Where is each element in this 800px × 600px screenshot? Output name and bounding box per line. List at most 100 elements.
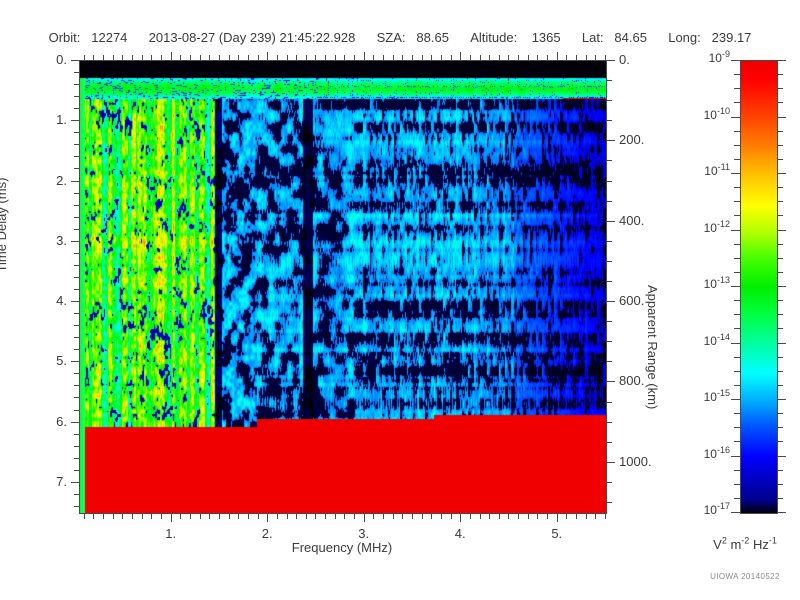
x-minor-tick [315,514,316,519]
y-left-minor-tick [74,470,79,471]
x-top-minor-tick [325,55,326,60]
x-top-minor-tick [258,55,259,60]
y-right-tick-label: 200. [619,132,645,148]
colorbar-minor-tick-left [734,88,740,89]
colorbar-major-tick-left [731,456,740,457]
y-right-minor-tick [607,442,612,443]
figure-header: Orbit: 12274 2013-08-27 (Day 239) 21:45:… [0,30,800,45]
sza-key: SZA: [376,30,406,45]
y-left-minor-tick [74,84,79,85]
y-right-minor-tick [607,120,612,121]
colorbar-minor-tick-right [777,484,783,485]
colorbar-unit-label: V2 m-2 Hz-1 [690,536,800,552]
x-minor-tick [142,514,143,519]
observation-datetime: 2013-08-27 (Day 239) 21:45:22.928 [148,30,356,45]
long-value: 239.17 [711,30,752,45]
colorbar-exponent: -13 [716,275,730,285]
x-minor-tick [113,514,114,519]
colorbar-minor-tick-right [777,258,783,259]
y-right-minor-tick [607,261,612,262]
x-tick-label: 1. [165,526,177,541]
x-minor-tick [402,514,403,519]
colorbar-major-tick-right [777,343,786,344]
colorbar-minor-tick-right [777,328,783,329]
y-right-tick-label: 600. [619,293,645,309]
x-minor-tick [441,514,442,519]
y-right-minor-tick [607,422,612,423]
y-left-tick-label: 3. [56,232,67,248]
x-minor-tick [132,514,133,519]
x-top-minor-tick [470,55,471,60]
x-major-tick [460,514,461,522]
x-top-minor-tick [122,55,123,60]
x-minor-tick [537,514,538,519]
colorbar-minor-tick-right [777,314,783,315]
y-left-minor-tick [74,458,79,459]
y-right-major-tick [607,60,615,61]
colorbar-minor-tick-left [734,272,740,273]
y-axis-right-label: Apparent Range (km) [645,285,660,410]
y-left-minor-tick [74,96,79,97]
x-major-tick [364,514,365,522]
x-top-minor-tick [93,55,94,60]
y-left-major-tick [71,60,79,61]
colorbar-major-tick-left [731,173,740,174]
colorbar-major-tick-left [731,343,740,344]
colorbar-minor-tick-right [777,385,783,386]
colorbar-minor-tick-left [734,74,740,75]
colorbar-tick-label: 10-17 [672,502,730,518]
y-left-minor-tick [74,446,79,447]
colorbar-minor-tick-left [734,201,740,202]
y-left-major-tick [71,181,79,182]
y-left-minor-tick [74,229,79,230]
x-top-minor-tick [84,55,85,60]
colorbar-major-tick-right [777,286,786,287]
orbit-key: Orbit: [48,30,81,45]
colorbar-minor-tick-left [734,145,740,146]
y-left-minor-tick [74,289,79,290]
colorbar-minor-tick-right [777,131,783,132]
x-top-minor-tick [132,55,133,60]
colorbar-minor-tick-left [734,258,740,259]
x-minor-tick [229,514,230,519]
colorbar-minor-tick-right [777,159,783,160]
colorbar-minor-tick-right [777,201,783,202]
colorbar-minor-tick-left [734,470,740,471]
colorbar-major-tick-right [777,117,786,118]
x-tick-label: 3. [358,526,370,541]
x-minor-tick [296,514,297,519]
x-minor-tick [489,514,490,519]
y-right-minor-tick [607,201,612,202]
colorbar-major-tick-right [777,512,786,513]
y-right-minor-tick [607,100,612,101]
y-right-minor-tick [607,160,612,161]
x-top-minor-tick [586,55,587,60]
x-top-minor-tick [219,55,220,60]
x-top-major-tick [557,52,558,60]
y-left-minor-tick [74,72,79,73]
y-right-minor-tick [607,181,612,182]
y-left-minor-tick [74,265,79,266]
y-left-major-tick [71,301,79,302]
y-left-tick-label: 4. [56,293,67,309]
y-left-tick-label: 2. [56,172,67,188]
y-left-minor-tick [74,168,79,169]
y-left-minor-tick [74,397,79,398]
x-top-minor-tick [354,55,355,60]
y-right-minor-tick [607,281,612,282]
x-top-minor-tick [161,55,162,60]
colorbar-mantissa: 10 [703,503,717,517]
long-key: Long: [668,30,701,45]
colorbar-mantissa: 10 [703,220,717,235]
x-top-minor-tick [238,55,239,60]
x-top-minor-tick [180,55,181,60]
colorbar-exponent: -16 [716,444,730,455]
x-minor-tick [103,514,104,519]
colorbar-tick-label: 10-16 [672,444,730,461]
y-left-minor-tick [74,132,79,133]
colorbar-minor-tick-right [777,300,783,301]
x-top-minor-tick [605,55,606,60]
colorbar-major-tick-left [731,399,740,400]
x-minor-tick [287,514,288,519]
